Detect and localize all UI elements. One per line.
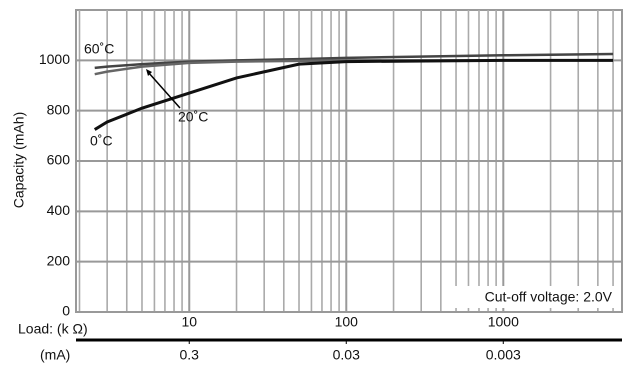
x2-tick-label: 0.3 [180, 347, 200, 363]
x-axis-label: Load: (k Ω) [18, 321, 88, 337]
series-label: 60˚C [84, 41, 114, 57]
label-arrowhead [146, 69, 152, 76]
y-tick-label: 200 [47, 252, 71, 268]
y-tick-label: 600 [47, 152, 71, 168]
y-tick-label: 1000 [39, 51, 70, 67]
annotation-bg [452, 286, 620, 308]
series-line [94, 52, 614, 70]
y-axis-label: Capacity (mAh) [11, 112, 27, 208]
x2-axis-label: (mA) [40, 347, 70, 363]
annotation: Cut-off voltage: 2.0V [485, 289, 613, 305]
x-tick-label: 100 [335, 314, 359, 330]
x2-tick-label: 0.03 [333, 347, 360, 363]
y-tick-label: 0 [62, 303, 70, 319]
series-label: 0˚C [90, 133, 113, 149]
series-line [93, 58, 614, 131]
series-label: 20˚C [178, 109, 208, 125]
x-tick-label: 1000 [488, 314, 519, 330]
label-arrow [147, 71, 181, 109]
x-tick-label: 10 [181, 314, 197, 330]
y-tick-label: 400 [47, 202, 71, 218]
x2-tick-label: 0.003 [486, 347, 521, 363]
y-tick-label: 800 [47, 101, 71, 117]
